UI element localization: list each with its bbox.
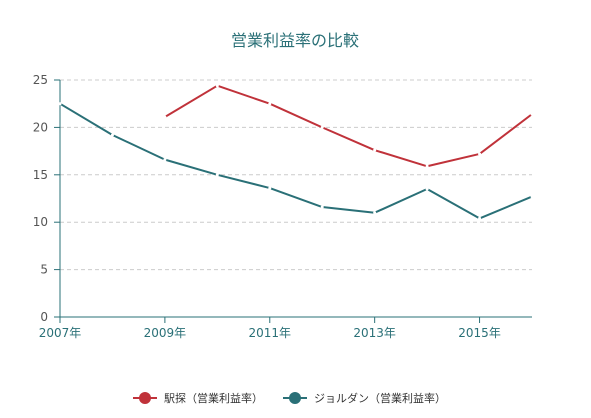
- data-point: [425, 164, 429, 168]
- legend: 駅探（営業利益率） ジョルダン（営業利益率）: [133, 391, 446, 405]
- x-tick-label: 2011年: [249, 326, 292, 340]
- legend-marker: [139, 392, 151, 404]
- x-tick-label: 2009年: [144, 326, 187, 340]
- y-tick-label: 5: [40, 263, 48, 277]
- data-point: [478, 216, 482, 220]
- y-tick-label: 25: [33, 73, 48, 87]
- y-tick-label: 0: [40, 310, 48, 324]
- grid-lines: [60, 79, 532, 271]
- chart-title: 営業利益率の比較: [231, 31, 359, 50]
- series-lines: [58, 84, 534, 220]
- data-point: [320, 125, 324, 129]
- x-tick-label: 2007年: [39, 326, 82, 340]
- data-point: [58, 102, 62, 106]
- x-tick-label: 2013年: [353, 326, 396, 340]
- data-point: [163, 115, 167, 119]
- y-tick-label: 15: [33, 168, 48, 182]
- data-point: [215, 173, 219, 177]
- data-point: [268, 102, 272, 106]
- series-line-0: [164, 84, 533, 168]
- y-tick-label: 20: [33, 120, 48, 134]
- data-point: [530, 112, 534, 116]
- data-point: [320, 205, 324, 209]
- data-point: [268, 186, 272, 190]
- data-point: [163, 158, 167, 162]
- legend-label: ジョルダン（営業利益率）: [314, 391, 446, 405]
- data-point: [215, 84, 219, 88]
- legend-marker: [289, 392, 301, 404]
- data-point: [110, 133, 114, 137]
- legend-label: 駅探（営業利益率）: [164, 391, 263, 405]
- data-point: [530, 195, 534, 199]
- data-point: [478, 152, 482, 156]
- data-point: [425, 187, 429, 191]
- y-tick-label: 10: [33, 215, 48, 229]
- data-point: [373, 211, 377, 215]
- data-point: [373, 148, 377, 152]
- axes: 0 5 10 15 20 25 2007年 2009年 2011年 2013年 2015年: [33, 73, 532, 340]
- series-line-1: [59, 102, 533, 220]
- x-tick-label: 2015年: [458, 326, 501, 340]
